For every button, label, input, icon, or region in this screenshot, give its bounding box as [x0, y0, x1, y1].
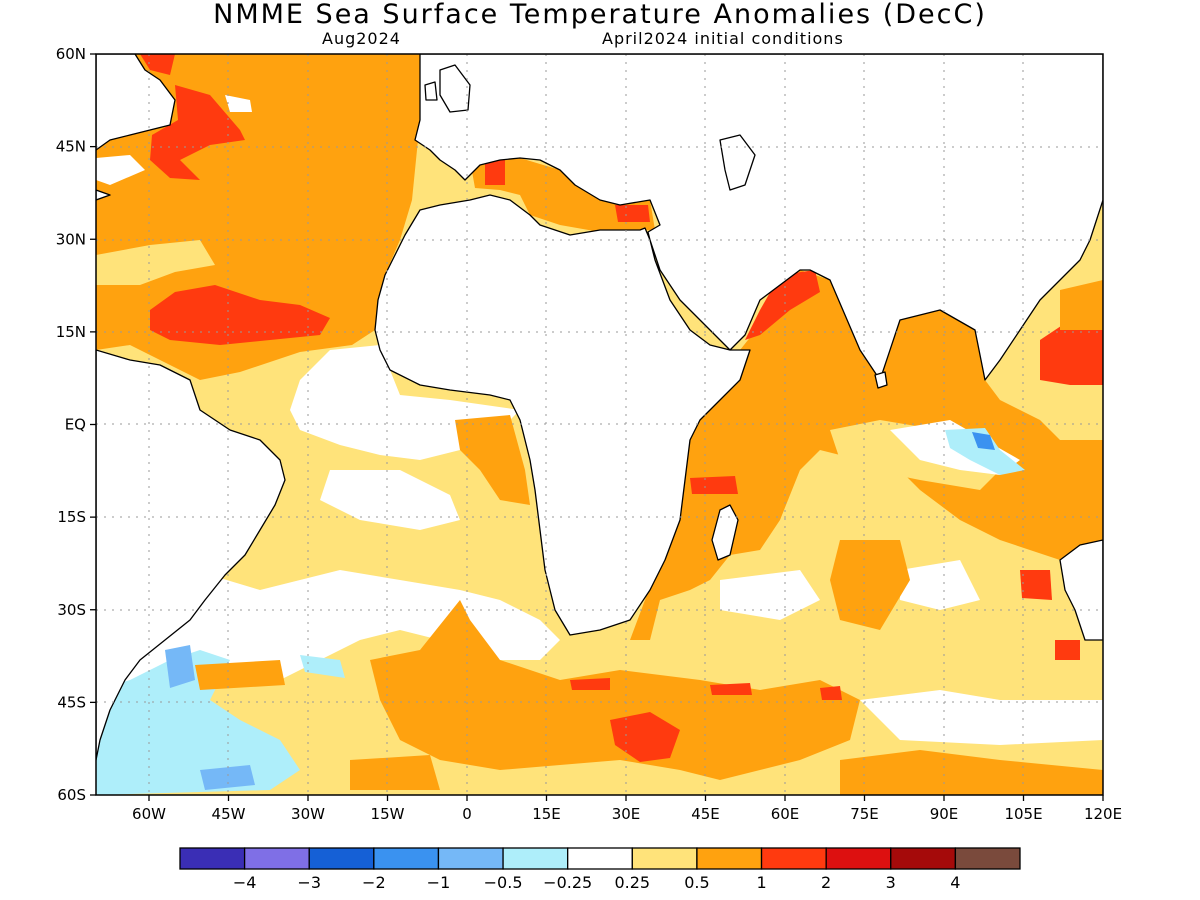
colorbar-label: −1 — [427, 873, 451, 892]
lon-label: 75E — [850, 805, 879, 823]
colorbar-swatch — [437, 847, 504, 870]
lon-label: 90E — [930, 805, 959, 823]
colorbar-label: 0.5 — [684, 873, 709, 892]
field-falkland-cooler — [165, 645, 195, 688]
field-tyrrhenian-hot — [485, 158, 505, 185]
latitude-labels: 60N 45N 30N 15N EQ 15S 30S 45S 60S — [56, 45, 86, 804]
colorbar-label: −2 — [362, 873, 386, 892]
lon-label: 45W — [212, 805, 246, 823]
field-southern-ocean-positive — [370, 600, 860, 780]
lat-label: EQ — [65, 416, 86, 434]
colorbar-swatch — [567, 847, 633, 870]
field-southern-ocean-white — [860, 690, 1103, 745]
field-southern-ocean-hot-4 — [820, 686, 842, 700]
field-gulf-stream-hot — [150, 85, 245, 180]
field-south-china-sea-hot — [1040, 320, 1103, 385]
field-south-atlantic-positive-1 — [195, 660, 285, 690]
longitude-labels: 60W 45W 30W 15W 0 15E 30E 45E 60E 75E 90E 105E 120E — [132, 805, 1122, 823]
field-east-med-hot — [615, 205, 650, 222]
colorbar-label: −0.25 — [543, 873, 592, 892]
field-south-australia-hot — [1055, 640, 1080, 660]
axis-ticks — [90, 53, 1104, 801]
lon-label: 30E — [612, 805, 641, 823]
initial-conditions-label: April2024 initial conditions — [602, 29, 844, 48]
colorbar-label: 2 — [821, 873, 831, 892]
colorbar-swatch — [373, 847, 440, 870]
field-southern-ocean-hot-2 — [570, 678, 610, 690]
colorbar-labels: −4 −3 −2 −1 −0.5 −0.25 0.25 0.5 1 2 3 4 — [233, 873, 961, 892]
colorbar-label: 1 — [756, 873, 766, 892]
map-title: NMME Sea Surface Temperature Anomalies (… — [213, 0, 987, 30]
lat-label: 45S — [57, 693, 86, 711]
field-west-australia-hot — [1020, 570, 1052, 600]
field-angola-positive — [455, 415, 530, 505]
colorbar-swatch — [502, 847, 569, 870]
lon-label: 0 — [462, 805, 472, 823]
colorbar-label: 4 — [950, 873, 960, 892]
lat-label: 30N — [56, 230, 86, 248]
colorbar-swatch — [179, 847, 246, 870]
colorbar-label: −4 — [233, 873, 257, 892]
colorbar-label: −0.5 — [484, 873, 523, 892]
field-indian-white-1 — [900, 560, 980, 610]
colorbar-swatch — [631, 847, 698, 870]
field-southern-ocean-hot-3 — [710, 683, 752, 695]
lat-label: 45N — [56, 138, 86, 156]
colorbar-label: 0.25 — [614, 873, 650, 892]
field-north-atlantic-white — [225, 95, 252, 112]
colorbar-swatch — [890, 847, 957, 870]
lat-label: 30S — [57, 601, 86, 619]
lon-label: 60W — [132, 805, 166, 823]
lon-label: 15W — [371, 805, 405, 823]
field-sumatra-cooler — [972, 432, 995, 450]
lat-label: 60S — [57, 786, 86, 804]
forecast-month: Aug2024 — [322, 29, 401, 48]
land-masses — [96, 54, 1103, 761]
field-patagonia-cool — [96, 650, 300, 795]
colorbar-swatch — [696, 847, 763, 870]
field-mediterranean — [470, 158, 655, 232]
colorbar-swatch — [308, 847, 375, 870]
field-south-china-sea-positive — [1060, 280, 1103, 330]
field-indian-white-2 — [720, 570, 820, 620]
field-newfoundland-white — [96, 155, 145, 185]
colorbar-swatch — [760, 847, 827, 870]
colorbar-label: −3 — [297, 873, 321, 892]
graticule — [96, 54, 1103, 795]
lat-label: 15S — [57, 508, 86, 526]
lat-label: 60N — [56, 45, 86, 63]
field-south-atlantic-white-1 — [320, 470, 460, 530]
lon-label: 120E — [1084, 805, 1122, 823]
colorbar-swatch — [243, 847, 310, 870]
field-drake-cooler — [200, 765, 255, 790]
field-arabian-sea-hot — [745, 270, 820, 340]
lon-label: 60E — [771, 805, 800, 823]
lat-label: 15N — [56, 323, 86, 341]
lon-label: 15E — [532, 805, 561, 823]
lon-label: 30W — [291, 805, 325, 823]
field-sumatra-cool — [945, 428, 1025, 475]
field-southern-ocean-positive-2 — [350, 755, 440, 790]
field-indian-positive-2 — [830, 540, 910, 630]
field-north-atlantic-weak — [96, 240, 215, 285]
field-somali-hot — [690, 476, 738, 494]
field-southern-ocean-positive-3 — [840, 750, 1103, 795]
field-southern-ocean-hot — [610, 712, 680, 762]
lon-label: 105E — [1004, 805, 1042, 823]
field-south-atlantic-cool — [300, 655, 345, 678]
lon-label: 45E — [691, 805, 720, 823]
field-tropical-atlantic-hot — [150, 285, 330, 345]
colorbar-swatch — [954, 847, 1021, 870]
colorbar — [179, 847, 1021, 870]
field-labrador-hot — [140, 54, 175, 75]
colorbar-label: 3 — [886, 873, 896, 892]
colorbar-swatch — [825, 847, 892, 870]
